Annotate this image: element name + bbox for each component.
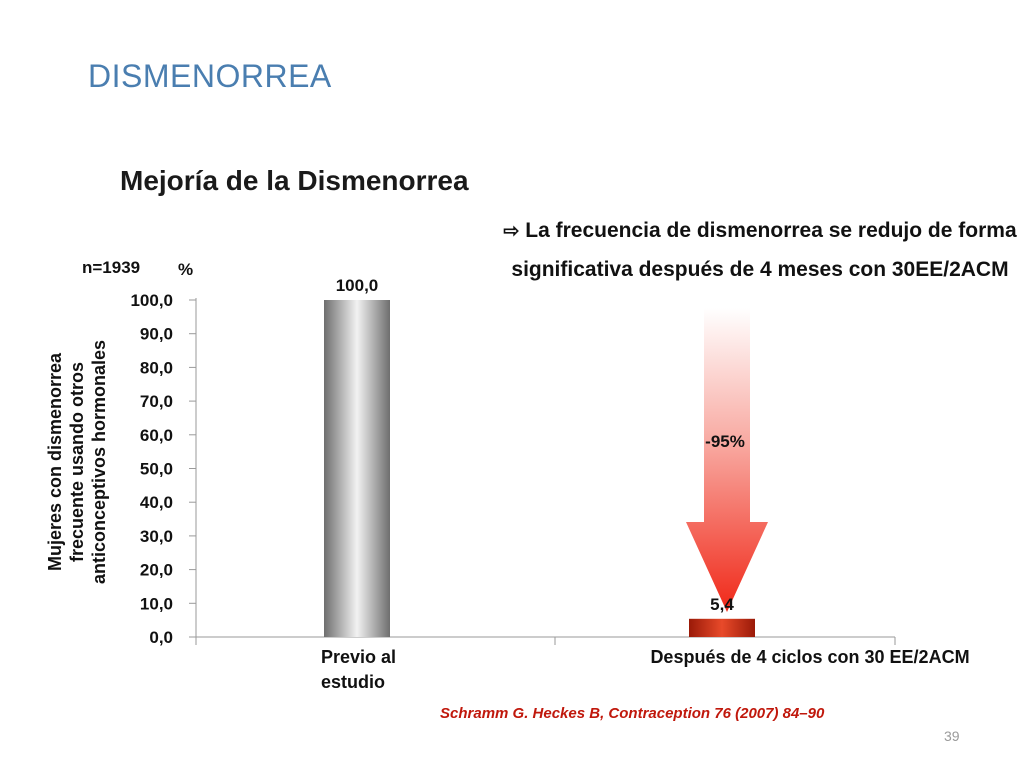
summary-note-text: La frecuencia de dismenorrea se redujo d… (511, 219, 1017, 281)
y-tick-label: 60,0 (140, 426, 173, 445)
bar-2 (689, 618, 755, 637)
y-tick-label: 50,0 (140, 460, 173, 479)
citation: Schramm G. Heckes B, Contraception 76 (2… (440, 705, 825, 722)
x-category-label: Después de 4 ciclos con 30 EE/2ACM (650, 647, 969, 667)
bar-value-label: 5,4 (710, 595, 734, 614)
y-tick-label: 40,0 (140, 493, 173, 512)
y-tick-label: 90,0 (140, 325, 173, 344)
bar-value-label: 100,0 (336, 276, 379, 295)
unit-label: % (178, 260, 194, 279)
chart-title: Mejoría de la Dismenorrea (120, 165, 469, 196)
slide-title: DISMENORREA (88, 58, 332, 94)
y-tick-label: 30,0 (140, 527, 173, 546)
bar-1 (324, 300, 390, 637)
arrow-down-icon (686, 308, 768, 612)
y-tick-label: 10,0 (140, 594, 173, 613)
summary-note: ⇨ La frecuencia de dismenorrea se redujo … (500, 212, 1020, 289)
y-tick-label: 70,0 (140, 392, 173, 411)
right-arrow-icon: ⇨ (503, 221, 520, 242)
y-tick-label: 0,0 (149, 628, 173, 647)
x-category-label: estudio (321, 672, 385, 692)
reduction-label: -95% (705, 432, 745, 451)
y-tick-label: 100,0 (130, 291, 173, 310)
page-number: 39 (944, 728, 960, 744)
y-tick-label: 20,0 (140, 561, 173, 580)
y-tick-label: 80,0 (140, 358, 173, 377)
sample-size-label: n=1939 (82, 258, 141, 277)
x-category-label: Previo al (321, 647, 396, 667)
